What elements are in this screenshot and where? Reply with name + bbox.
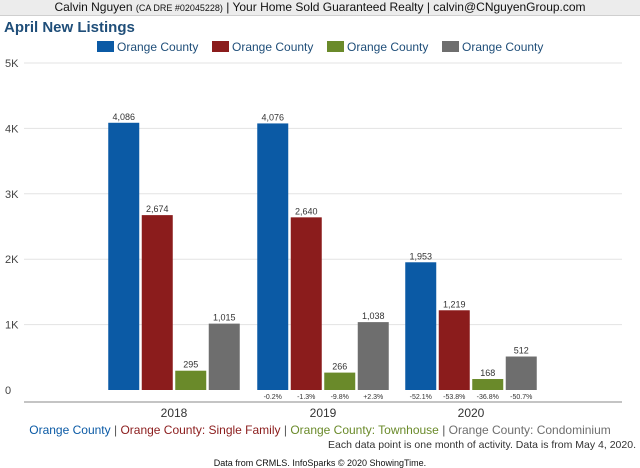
change-label: +2.3%	[363, 394, 383, 401]
series-caption: Orange County | Orange County: Single Fa…	[29, 423, 611, 437]
bar-value-label: 512	[514, 346, 529, 356]
legend-swatch	[212, 41, 229, 52]
data-source-footer: Data from CRMLS. InfoSparks © 2020 Showi…	[213, 458, 427, 468]
bar-value-label: 2,674	[146, 204, 169, 214]
bar	[175, 370, 207, 390]
change-label: -36.8%	[477, 394, 499, 401]
bar-value-label: 4,086	[112, 112, 135, 122]
caption-series-single-family: Orange County: Single Family	[120, 423, 281, 437]
bar-value-label: 168	[480, 368, 495, 378]
legend-swatch	[442, 41, 459, 52]
bar	[290, 217, 322, 390]
bar	[357, 322, 389, 390]
legend-swatch	[327, 41, 344, 52]
bar	[208, 323, 240, 390]
y-tick-label: 3K	[5, 189, 19, 201]
y-tick-label: 5K	[5, 58, 19, 70]
agent-email[interactable]: calvin@CNguyenGroup.com	[433, 0, 586, 14]
change-label: -0.2%	[264, 394, 282, 401]
y-tick-label: 0	[5, 385, 11, 397]
legend-item-condominium[interactable]: Orange County	[442, 40, 543, 54]
caption-series-condominium: Orange County: Condominium	[448, 423, 611, 437]
x-tick-label: 2019	[310, 406, 337, 420]
bar	[405, 262, 437, 390]
agent-name: Calvin Nguyen	[54, 0, 133, 14]
bar-value-label: 1,015	[213, 313, 236, 323]
change-label: -9.8%	[331, 394, 349, 401]
bar-value-label: 266	[332, 362, 347, 372]
bar	[324, 372, 356, 390]
legend-label: Orange County	[462, 40, 544, 54]
change-label: -50.7%	[510, 394, 532, 401]
change-label: -53.8%	[443, 394, 465, 401]
bar	[141, 215, 173, 390]
header-separator: |	[222, 0, 233, 14]
legend-item-all[interactable]: Orange County	[97, 40, 198, 54]
bar	[472, 379, 504, 390]
change-label: -52.1%	[410, 394, 432, 401]
bar	[438, 310, 470, 390]
bar-value-label: 1,038	[362, 311, 385, 321]
y-tick-label: 1K	[5, 320, 19, 332]
header-bar: Calvin Nguyen (CA DRE #02045228) | Your …	[0, 0, 640, 16]
bar-value-label: 1,219	[443, 299, 466, 309]
header-separator: |	[423, 0, 434, 14]
y-tick-label: 4K	[5, 123, 19, 135]
bar	[505, 356, 537, 390]
legend-label: Orange County	[232, 40, 314, 54]
bar-value-label: 295	[183, 360, 198, 370]
x-tick-label: 2020	[458, 406, 485, 420]
bar	[257, 123, 289, 391]
legend-item-single-family[interactable]: Orange County	[212, 40, 313, 54]
data-note: Each data point is one month of activity…	[328, 439, 636, 451]
chart-title: April New Listings	[4, 19, 135, 36]
agent-license: (CA DRE #02045228)	[135, 3, 223, 13]
bar-value-label: 4,076	[261, 112, 284, 122]
chart-legend: Orange County Orange County Orange Count…	[0, 40, 640, 56]
x-tick-label: 2018	[161, 406, 188, 420]
y-tick-label: 2K	[5, 254, 19, 266]
legend-item-townhouse[interactable]: Orange County	[327, 40, 428, 54]
bar	[108, 122, 140, 390]
legend-label: Orange County	[347, 40, 429, 54]
caption-series-all: Orange County	[29, 423, 111, 437]
bar-value-label: 2,640	[295, 206, 318, 216]
bar-value-label: 1,953	[409, 251, 432, 261]
caption-series-townhouse: Orange County: Townhouse	[290, 423, 439, 437]
legend-label: Orange County	[117, 40, 199, 54]
company-name: Your Home Sold Guaranteed Realty	[232, 0, 424, 14]
change-label: -1.3%	[297, 394, 315, 401]
legend-swatch	[97, 41, 114, 52]
